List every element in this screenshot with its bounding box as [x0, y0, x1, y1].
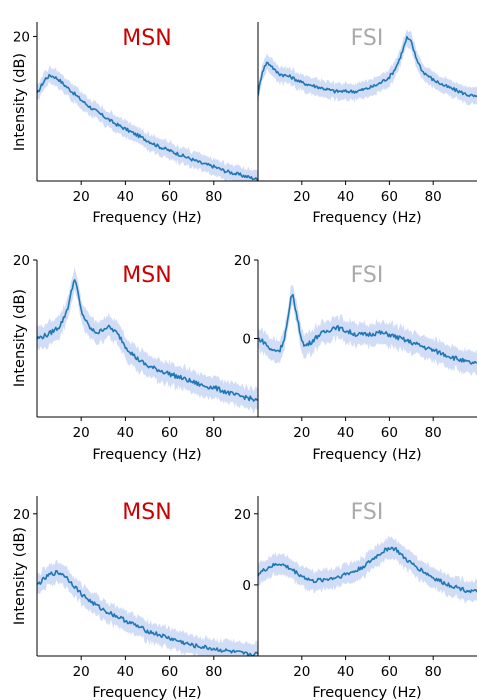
band-area — [37, 65, 258, 181]
x-tick-label: 80 — [425, 664, 442, 680]
panel-msn-row2: 20 40 60 80 20 MSN Frequency (Hz) Intensity… — [12, 253, 258, 463]
band-area — [37, 559, 258, 656]
confidence-band — [37, 266, 258, 414]
y-tick-label: 20 — [13, 507, 30, 523]
series-line — [37, 73, 258, 181]
panel-msn-row1: 20 40 60 80 20 MSN Frequency (Hz) Intensity… — [12, 22, 258, 226]
x-axis-label: Frequency (Hz) — [92, 210, 201, 226]
mean-line — [37, 279, 258, 402]
y-tick-label: 0 — [242, 578, 251, 594]
x-ticks: 20 40 60 80 — [293, 656, 442, 680]
panel-fsi-row1: 20 40 60 80 FSI Frequency (Hz) — [257, 22, 477, 226]
y-ticks: 20 0 — [234, 253, 258, 348]
x-tick-label: 80 — [205, 425, 222, 441]
x-tick-label: 60 — [161, 189, 178, 205]
y-axis-label: Intensity (dB) — [12, 527, 28, 625]
x-ticks: 20 40 60 80 — [293, 417, 442, 441]
confidence-band — [37, 559, 258, 656]
x-tick-label: 80 — [425, 425, 442, 441]
series-line — [258, 36, 477, 98]
y-ticks: 20 0 — [234, 507, 258, 594]
x-ticks: 20 40 60 80 — [293, 181, 442, 205]
x-ticks: 20 40 60 80 — [73, 656, 222, 680]
x-tick-label: 80 — [205, 189, 222, 205]
mean-line — [37, 73, 258, 181]
y-tick-label: 20 — [13, 29, 30, 45]
x-axis-label: Frequency (Hz) — [312, 685, 421, 700]
x-tick-label: 20 — [73, 664, 90, 680]
panel-title: MSN — [122, 263, 171, 288]
panel-title: MSN — [122, 26, 171, 51]
band-area — [258, 535, 477, 604]
x-axis-label: Frequency (Hz) — [92, 685, 201, 700]
x-tick-label: 80 — [205, 664, 222, 680]
mean-line — [258, 546, 477, 594]
series-line — [258, 293, 477, 365]
x-axis-label: Frequency (Hz) — [92, 447, 201, 463]
series-line — [37, 570, 258, 656]
panel-msn-row3: 20 40 60 80 20 MSN Frequency (Hz) Intensity… — [12, 496, 258, 700]
x-tick-label: 40 — [337, 189, 354, 205]
x-ticks: 20 40 60 80 — [73, 181, 222, 205]
band-area — [37, 266, 258, 414]
series-line — [37, 279, 258, 402]
mean-line — [258, 36, 477, 98]
panel-fsi-row2: 20 40 60 80 20 0 FSI Frequency (Hz) — [234, 253, 477, 463]
series-line — [258, 546, 477, 594]
x-tick-label: 40 — [117, 189, 134, 205]
x-tick-label: 60 — [161, 425, 178, 441]
y-tick-label: 0 — [242, 332, 251, 348]
y-tick-label: 20 — [234, 507, 251, 523]
x-tick-label: 40 — [117, 425, 134, 441]
y-ticks: 20 — [13, 507, 37, 523]
y-axis-label: Intensity (dB) — [12, 289, 28, 387]
mean-line — [37, 570, 258, 656]
x-tick-label: 60 — [381, 425, 398, 441]
y-tick-label: 20 — [234, 253, 251, 269]
panel-title: FSI — [351, 500, 384, 525]
confidence-band — [37, 65, 258, 181]
confidence-band — [258, 535, 477, 604]
panel-title: MSN — [122, 500, 171, 525]
x-tick-label: 20 — [73, 189, 90, 205]
mean-line — [258, 293, 477, 365]
panel-title: FSI — [351, 26, 384, 51]
x-ticks: 20 40 60 80 — [73, 417, 222, 441]
x-tick-label: 20 — [293, 425, 310, 441]
x-tick-label: 40 — [117, 664, 134, 680]
band-area — [258, 284, 477, 376]
x-tick-label: 60 — [161, 664, 178, 680]
y-tick-label: 20 — [13, 253, 30, 269]
x-tick-label: 20 — [293, 189, 310, 205]
x-tick-label: 60 — [381, 189, 398, 205]
x-axis-label: Frequency (Hz) — [312, 447, 421, 463]
panel-title: FSI — [351, 263, 384, 288]
y-axis-label: Intensity (dB) — [12, 53, 28, 151]
y-ticks: 20 — [13, 29, 37, 45]
y-ticks: 20 — [13, 253, 37, 269]
x-tick-label: 20 — [73, 425, 90, 441]
x-tick-label: 60 — [381, 664, 398, 680]
x-tick-label: 40 — [337, 664, 354, 680]
x-axis-label: Frequency (Hz) — [312, 210, 421, 226]
x-tick-label: 20 — [293, 664, 310, 680]
confidence-band — [258, 284, 477, 376]
x-tick-label: 40 — [337, 425, 354, 441]
x-tick-label: 80 — [425, 189, 442, 205]
panel-fsi-row3: 20 40 60 80 20 0 FSI Frequency (Hz) — [234, 496, 477, 700]
